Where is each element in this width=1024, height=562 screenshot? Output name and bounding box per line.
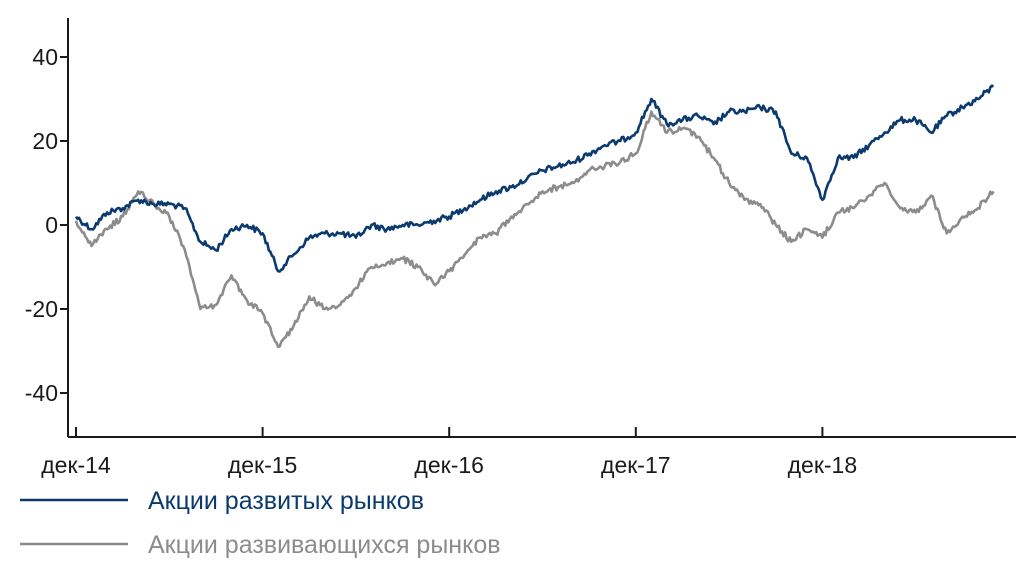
x-tick-label: дек-14: [41, 452, 111, 478]
x-tick-label: дек-18: [788, 452, 858, 478]
y-tick-label: 0: [45, 212, 58, 238]
series-lines: [74, 84, 995, 349]
x-tick-label: дек-16: [414, 452, 484, 478]
axes: [67, 18, 1016, 438]
y-tick-label: 20: [32, 128, 58, 154]
y-ticks: 40 20 0 -20 -40: [25, 44, 68, 406]
legend-label: Акции развивающихся рынков: [148, 531, 501, 559]
legend: Акции развитых рынков Акции развивающихся…: [20, 487, 501, 559]
developed-markets-line: [74, 84, 995, 273]
legend-label: Акции развитых рынков: [148, 487, 424, 515]
x-ticks: дек-14 дек-15 дек-16 дек-17 дек-18: [41, 427, 857, 478]
x-tick-label: дек-15: [228, 452, 298, 478]
x-tick-label: дек-17: [601, 452, 671, 478]
y-tick-label: 40: [32, 44, 58, 70]
y-tick-label: -40: [25, 380, 58, 406]
y-tick-label: -20: [25, 296, 58, 322]
emerging-markets-line: [74, 110, 995, 349]
